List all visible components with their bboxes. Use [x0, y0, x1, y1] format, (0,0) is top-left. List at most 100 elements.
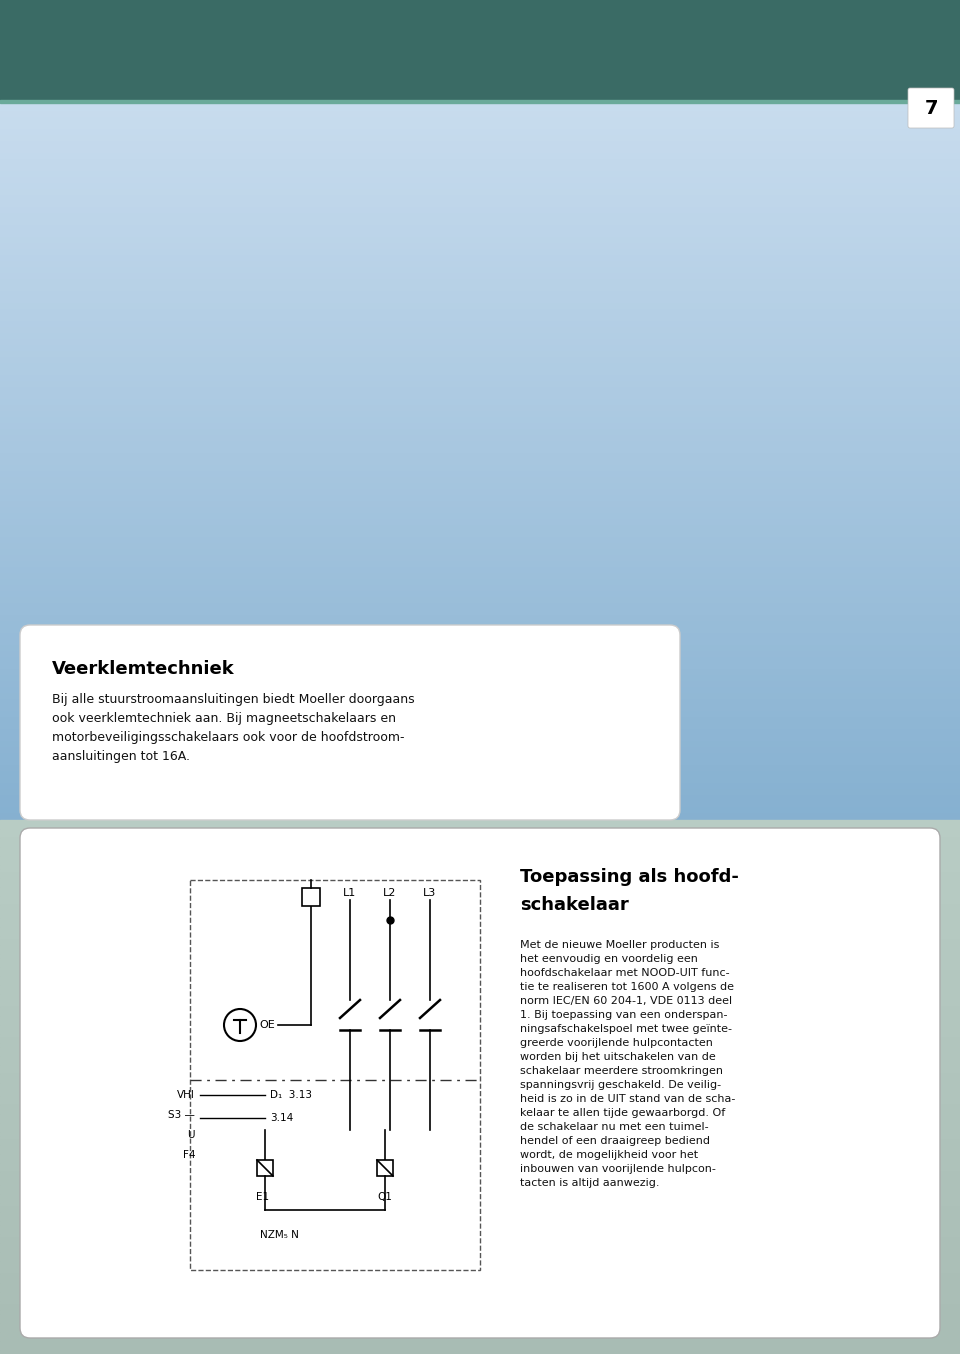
Bar: [0, 106, 960, 112]
Bar: [0, 268, 960, 275]
Bar: [0, 1078, 960, 1083]
FancyBboxPatch shape: [20, 829, 940, 1338]
Bar: [0, 209, 960, 214]
Bar: [0, 1202, 960, 1208]
Text: Bij alle stuurstroomaansluitingen biedt Moeller doorgaans
ook veerklemtechniek a: Bij alle stuurstroomaansluitingen biedt …: [52, 693, 415, 764]
Bar: [0, 1025, 960, 1029]
Bar: [0, 922, 960, 927]
Bar: [0, 932, 960, 936]
Bar: [0, 616, 960, 623]
Bar: [0, 448, 960, 455]
Bar: [0, 184, 960, 191]
Bar: [0, 436, 960, 443]
Bar: [0, 1336, 960, 1342]
Bar: [0, 784, 960, 791]
Bar: [0, 1140, 960, 1145]
Bar: [0, 1257, 960, 1261]
Bar: [0, 1270, 960, 1274]
Bar: [0, 914, 960, 918]
Bar: [0, 315, 960, 322]
Bar: [0, 957, 960, 963]
Bar: [0, 772, 960, 779]
Text: L1: L1: [344, 888, 356, 898]
Bar: [0, 1216, 960, 1221]
Bar: [0, 1350, 960, 1354]
Bar: [0, 592, 960, 598]
Bar: [0, 1265, 960, 1270]
Text: OE: OE: [259, 1020, 275, 1030]
Text: Veerklemtechniek: Veerklemtechniek: [52, 659, 235, 678]
Text: F4: F4: [182, 1150, 195, 1160]
Bar: [0, 556, 960, 562]
Bar: [0, 1087, 960, 1091]
Bar: [0, 598, 960, 604]
Bar: [0, 1114, 960, 1118]
Bar: [0, 502, 960, 509]
Bar: [0, 238, 960, 245]
Bar: [0, 900, 960, 904]
Bar: [0, 1033, 960, 1039]
Bar: [0, 1332, 960, 1336]
Bar: [0, 490, 960, 497]
Bar: [0, 478, 960, 485]
Bar: [0, 292, 960, 298]
Bar: [0, 310, 960, 317]
Bar: [0, 994, 960, 998]
Bar: [0, 580, 960, 586]
Bar: [0, 1132, 960, 1136]
Bar: [0, 737, 960, 742]
Bar: [0, 904, 960, 910]
Bar: [0, 496, 960, 502]
Text: D₁  3.13: D₁ 3.13: [270, 1090, 312, 1099]
Bar: [0, 190, 960, 196]
Bar: [0, 525, 960, 532]
Bar: [0, 1239, 960, 1243]
Bar: [0, 1127, 960, 1132]
Bar: [0, 945, 960, 949]
Bar: [0, 515, 960, 520]
Bar: [0, 274, 960, 280]
Bar: [0, 747, 960, 754]
Bar: [0, 1091, 960, 1097]
Bar: [0, 1150, 960, 1154]
Bar: [0, 695, 960, 700]
Bar: [0, 574, 960, 581]
Bar: [0, 802, 960, 808]
Bar: [0, 891, 960, 896]
Bar: [0, 1145, 960, 1150]
Bar: [0, 658, 960, 665]
Bar: [0, 634, 960, 640]
Text: VHI: VHI: [178, 1090, 195, 1099]
Bar: [0, 1296, 960, 1301]
Bar: [0, 567, 960, 574]
Bar: [0, 1074, 960, 1079]
Bar: [0, 1313, 960, 1319]
Bar: [0, 399, 960, 406]
Bar: [0, 1056, 960, 1060]
Bar: [0, 1016, 960, 1021]
Bar: [0, 160, 960, 167]
Bar: [0, 1208, 960, 1212]
Bar: [0, 1301, 960, 1305]
Bar: [0, 1247, 960, 1252]
Bar: [0, 214, 960, 221]
Bar: [0, 263, 960, 268]
Bar: [0, 454, 960, 460]
Bar: [0, 441, 960, 448]
Bar: [0, 196, 960, 203]
Bar: [0, 1274, 960, 1278]
Bar: [0, 357, 960, 364]
Bar: [0, 829, 960, 834]
Bar: [257, 1160, 273, 1177]
Bar: [0, 779, 960, 784]
Bar: [0, 431, 960, 436]
Bar: [0, 856, 960, 861]
Bar: [0, 167, 960, 172]
Text: L2: L2: [383, 888, 396, 898]
Bar: [0, 873, 960, 879]
Bar: [0, 130, 960, 137]
Bar: [0, 0, 960, 100]
Bar: [0, 814, 960, 821]
Bar: [0, 860, 960, 865]
Bar: [0, 688, 960, 695]
